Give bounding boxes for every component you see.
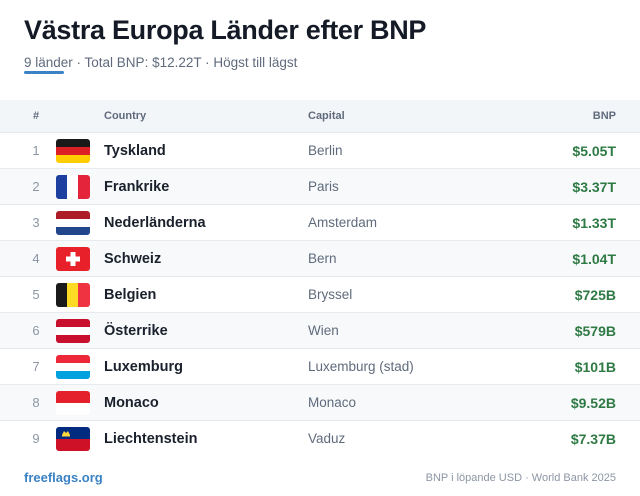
row-rank: 9 <box>32 431 40 446</box>
table-row[interactable]: 2 Frankrike Paris $3.37T <box>0 168 640 204</box>
row-country: Monaco <box>104 394 159 411</box>
page-subtitle: 9 länder · Total BNP: $12.22T · Högst ti… <box>24 55 298 70</box>
switzerland-flag-icon <box>56 246 90 271</box>
row-capital: Berlin <box>308 143 343 158</box>
row-gdp: $3.37T <box>572 178 616 195</box>
row-rank: 5 <box>32 287 40 302</box>
row-capital: Wien <box>308 323 339 338</box>
table-row[interactable]: 3 Nederländerna Amsterdam $1.33T <box>0 204 640 240</box>
liechtenstein-flag-icon <box>56 426 90 451</box>
row-country: Schweiz <box>104 250 162 267</box>
row-gdp: $579B <box>574 322 616 339</box>
table-row[interactable]: 9 Liechtenstein Vaduz $7.37B <box>0 420 640 456</box>
austria-flag-icon <box>56 318 90 343</box>
column-header-country[interactable]: Country <box>104 110 147 122</box>
row-capital: Monaco <box>308 395 357 410</box>
table-row[interactable]: 7 Luxemburg Luxemburg (stad) $101B <box>0 348 640 384</box>
page-header: Västra Europa Länder efter BNP 9 länder … <box>24 14 616 71</box>
netherlands-flag-icon <box>56 210 90 235</box>
table-header: # Country Capital BNP <box>0 100 640 132</box>
row-gdp: $5.05T <box>572 142 616 159</box>
monaco-flag-icon <box>56 390 90 415</box>
table-row[interactable]: 4 Schweiz Bern $1.04T <box>0 240 640 276</box>
row-country: Nederländerna <box>104 214 206 231</box>
row-capital: Bryssel <box>308 287 353 302</box>
country-table: # Country Capital BNP 1 Tyskland Berlin … <box>0 100 640 456</box>
table-row[interactable]: 6 Österrike Wien $579B <box>0 312 640 348</box>
table-row[interactable]: 1 Tyskland Berlin $5.05T <box>0 132 640 168</box>
row-gdp: $101B <box>574 358 616 375</box>
data-source-note: BNP i löpande USD · World Bank 2025 <box>425 471 616 484</box>
row-country: Tyskland <box>104 142 166 159</box>
row-rank: 7 <box>32 359 40 374</box>
luxembourg-flag-icon <box>56 354 90 379</box>
row-capital: Vaduz <box>308 431 346 446</box>
row-country: Belgien <box>104 286 157 303</box>
row-gdp: $725B <box>574 286 616 303</box>
column-header-gdp[interactable]: BNP <box>592 110 616 122</box>
france-flag-icon <box>56 174 90 199</box>
row-capital: Luxemburg (stad) <box>308 359 414 374</box>
row-rank: 3 <box>32 215 40 230</box>
row-capital: Amsterdam <box>308 215 378 230</box>
row-rank: 6 <box>32 323 40 338</box>
title-accent-bar <box>24 71 64 74</box>
row-gdp: $9.52B <box>570 394 616 411</box>
row-rank: 1 <box>32 143 40 158</box>
germany-flag-icon <box>56 138 90 163</box>
page-footer: freeflags.org BNP i löpande USD · World … <box>24 470 616 485</box>
row-gdp: $1.33T <box>572 214 616 231</box>
table-row[interactable]: 5 Belgien Bryssel $725B <box>0 276 640 312</box>
row-country: Österrike <box>104 322 168 339</box>
row-gdp: $1.04T <box>572 250 616 267</box>
table-row[interactable]: 8 Monaco Monaco $9.52B <box>0 384 640 420</box>
row-rank: 8 <box>32 395 40 410</box>
row-rank: 2 <box>32 179 40 194</box>
row-country: Luxemburg <box>104 358 183 375</box>
brand-link[interactable]: freeflags.org <box>24 470 103 485</box>
column-header-capital[interactable]: Capital <box>308 110 345 122</box>
row-country: Liechtenstein <box>104 430 198 447</box>
row-country: Frankrike <box>104 178 170 195</box>
row-gdp: $7.37B <box>570 430 616 447</box>
row-capital: Bern <box>308 251 337 266</box>
page-title: Västra Europa Länder efter BNP <box>24 15 427 45</box>
row-rank: 4 <box>32 251 40 266</box>
row-capital: Paris <box>308 179 339 194</box>
belgium-flag-icon <box>56 282 90 307</box>
column-header-rank[interactable]: # <box>32 110 40 122</box>
